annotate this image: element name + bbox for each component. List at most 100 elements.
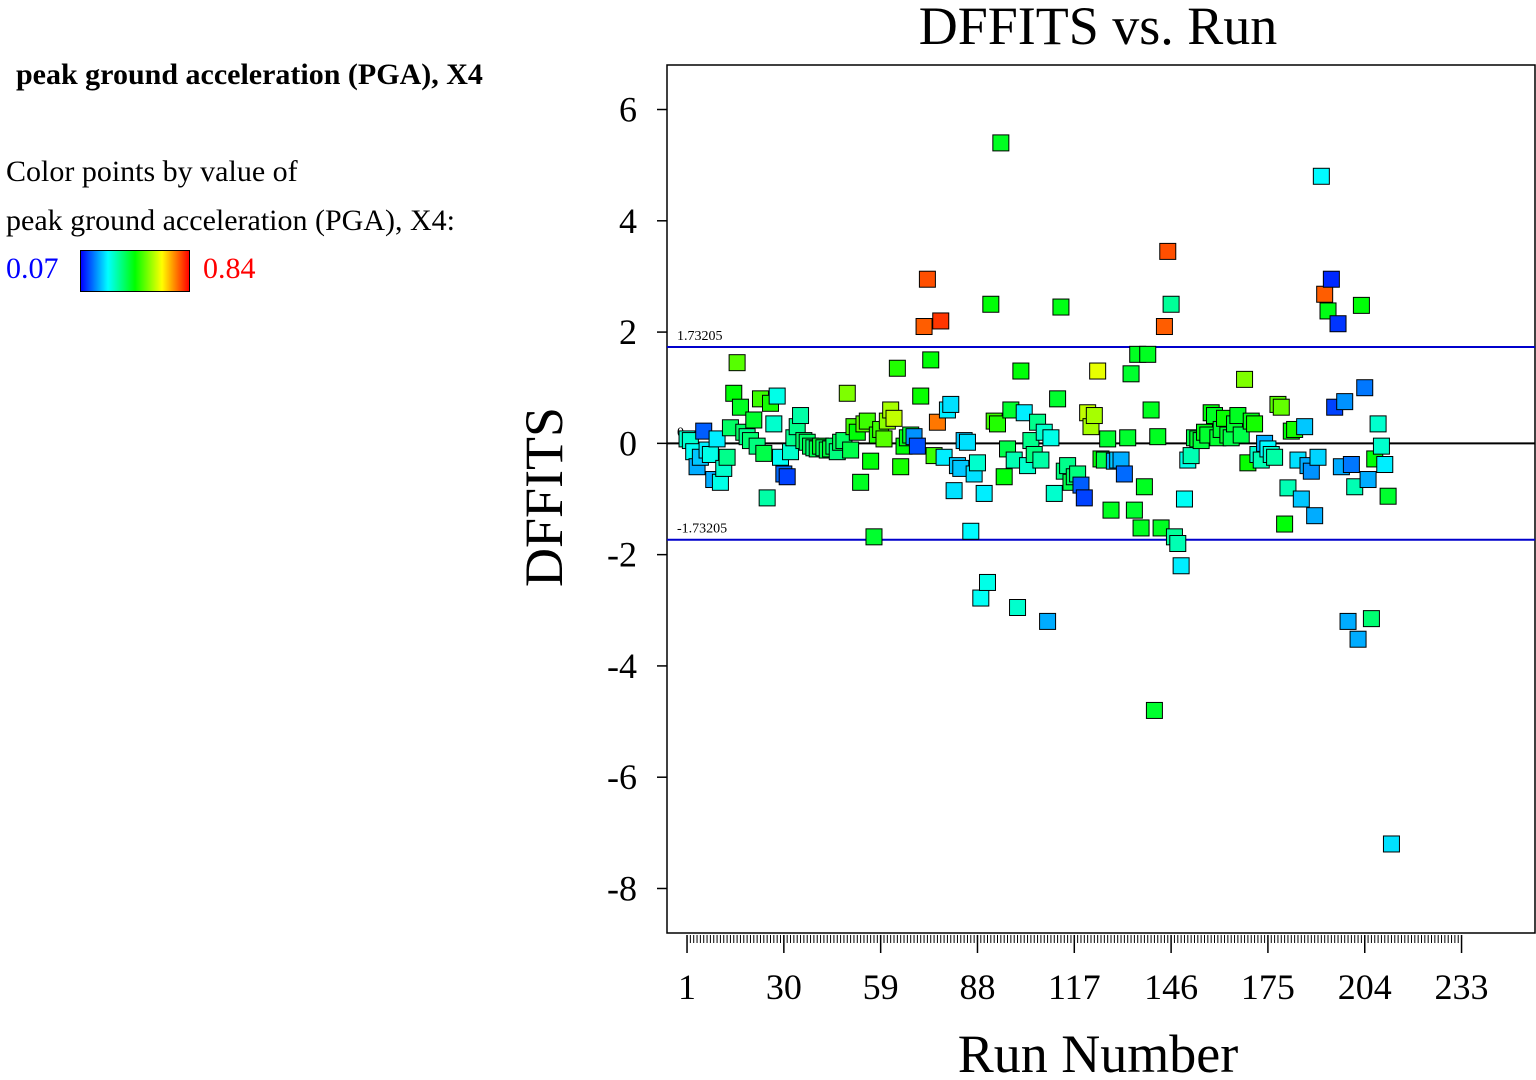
data-point <box>942 395 960 413</box>
data-point <box>1175 490 1193 508</box>
data-point <box>765 415 783 433</box>
data-point <box>1012 362 1030 380</box>
data-point <box>1139 345 1157 363</box>
data-point <box>1339 612 1357 630</box>
data-point <box>838 384 856 402</box>
data-point <box>1052 298 1070 316</box>
data-point <box>1075 489 1093 507</box>
data-point <box>778 468 796 486</box>
x-tick-label: 1 <box>678 967 696 1007</box>
data-point <box>1349 630 1367 648</box>
data-point <box>1155 318 1173 336</box>
color-caption-line-1: Color points by value of <box>6 155 298 188</box>
data-point <box>1169 535 1187 553</box>
data-point <box>989 415 1007 433</box>
color-scale-bar <box>80 250 190 292</box>
data-point <box>755 444 773 462</box>
data-point <box>1376 456 1394 474</box>
color-caption-line-2: peak ground acceleration (PGA), X4: <box>6 204 456 237</box>
data-point <box>1276 515 1294 533</box>
data-point <box>1272 398 1290 416</box>
data-point <box>968 454 986 472</box>
data-point <box>1336 393 1354 411</box>
data-point <box>958 433 976 451</box>
data-point <box>932 312 950 330</box>
data-point <box>1015 404 1033 422</box>
data-point <box>1296 418 1314 436</box>
data-point <box>842 441 860 459</box>
data-point <box>1149 428 1167 446</box>
variable-title: peak ground acceleration (PGA), X4 <box>16 58 483 91</box>
data-point <box>1316 285 1334 303</box>
data-point <box>982 295 1000 313</box>
data-point <box>1232 426 1250 444</box>
data-point <box>1142 401 1160 419</box>
data-point <box>1145 701 1163 719</box>
y-tick-label: -6 <box>607 757 637 797</box>
y-tick-label: 6 <box>619 90 637 130</box>
data-point <box>962 522 980 540</box>
data-point <box>1102 501 1120 519</box>
data-point <box>1125 501 1143 519</box>
data-point <box>1032 451 1050 469</box>
x-tick-label: 146 <box>1144 967 1198 1007</box>
color-scale-min-label: 0.07 <box>6 252 59 285</box>
data-point <box>972 589 990 607</box>
data-point <box>908 437 926 455</box>
data-point <box>1132 519 1150 537</box>
data-point <box>1162 295 1180 313</box>
data-point <box>892 458 910 476</box>
y-tick-label: -8 <box>607 868 637 908</box>
y-axis-label: DFFITS <box>514 407 574 587</box>
data-point <box>1042 429 1060 447</box>
x-tick-label: 59 <box>863 967 899 1007</box>
y-tick-label: 4 <box>619 201 637 241</box>
x-tick-label: 117 <box>1048 967 1101 1007</box>
data-point <box>1342 456 1360 474</box>
data-point <box>758 489 776 507</box>
x-tick-label: 233 <box>1435 967 1489 1007</box>
data-point <box>1352 296 1370 314</box>
data-point <box>1379 487 1397 505</box>
data-point <box>1356 379 1374 397</box>
data-point <box>1312 167 1330 185</box>
x-tick-label: 175 <box>1241 967 1295 1007</box>
data-point <box>728 354 746 372</box>
data-point <box>918 270 936 288</box>
data-point <box>1039 612 1057 630</box>
data-point <box>1292 490 1310 508</box>
data-point <box>978 573 996 591</box>
data-point <box>1122 365 1140 383</box>
data-point <box>1085 407 1103 425</box>
data-point <box>875 430 893 448</box>
y-tick-label: -2 <box>607 535 637 575</box>
x-axis-label: Run Number <box>958 1024 1238 1080</box>
data-point <box>922 351 940 369</box>
data-point <box>1172 557 1190 575</box>
data-point <box>1135 478 1153 496</box>
data-point <box>1119 429 1137 447</box>
data-point <box>1306 507 1324 525</box>
data-point <box>1159 242 1177 260</box>
y-tick-label: 2 <box>619 312 637 352</box>
data-point <box>915 318 933 336</box>
data-point <box>992 134 1010 152</box>
reference-line-label: 1.73205 <box>677 329 723 344</box>
data-point <box>1362 610 1380 628</box>
data-point <box>1279 479 1297 497</box>
data-point <box>718 448 736 466</box>
data-point <box>1322 270 1340 288</box>
y-tick-label: -4 <box>607 646 637 686</box>
data-point <box>945 482 963 500</box>
data-point <box>1045 484 1063 502</box>
data-point <box>1266 448 1284 466</box>
chart-title: DFFITS vs. Run <box>919 0 1278 56</box>
reference-line-label: -1.73205 <box>677 522 727 537</box>
data-point <box>1382 835 1400 853</box>
data-point <box>1329 315 1347 333</box>
data-point <box>975 484 993 502</box>
data-point <box>1369 415 1387 433</box>
data-point <box>912 387 930 405</box>
data-point <box>865 528 883 546</box>
data-point <box>1246 415 1264 433</box>
